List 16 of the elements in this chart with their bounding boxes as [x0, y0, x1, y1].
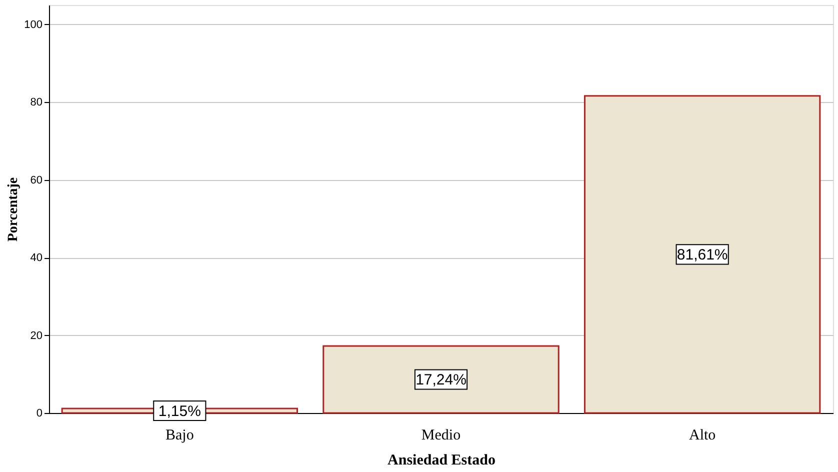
- y-tick-label: 60: [30, 174, 42, 186]
- y-tick-label: 20: [30, 330, 42, 342]
- text: 1,15%: [158, 402, 201, 420]
- bar: [322, 345, 560, 414]
- x-axis-title: Ansiedad Estado: [388, 452, 496, 468]
- x-tick-label: Bajo: [165, 428, 194, 444]
- y-axis-title: Porcentaje: [6, 177, 22, 242]
- x-tick-label: Alto: [688, 428, 716, 444]
- y-tick-label: 40: [30, 252, 42, 264]
- y-tick-label: 80: [30, 96, 42, 109]
- text: 17,24%: [416, 372, 466, 389]
- y-tick-label: 100: [24, 18, 42, 31]
- y-tick-label: 0: [36, 408, 42, 420]
- text: 81,61%: [676, 246, 728, 264]
- x-tick-label: Medio: [421, 428, 461, 444]
- bar: [584, 95, 821, 414]
